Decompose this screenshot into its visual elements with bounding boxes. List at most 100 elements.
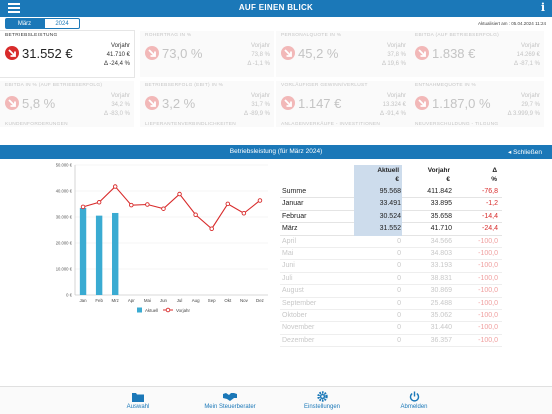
- kpi-label-kundenforderungen[interactable]: KUNDENFORDERUNGEN: [5, 122, 68, 127]
- row-delta: -100,0: [478, 311, 498, 319]
- row-delta: -100,0: [478, 237, 498, 245]
- kpi-grid: BETRIEBSLEISTUNG 31.552 € Vorjahr 41.710 € Δ…: [0, 31, 552, 134]
- folder-icon: [132, 393, 144, 402]
- row-month: Oktober: [282, 311, 307, 319]
- kpi-prev-label: Vorjahr: [386, 93, 406, 99]
- tab-mein-steuerberater[interactable]: Mein Steuerberater: [190, 391, 270, 410]
- kpi-prev-label: Vorjahr: [520, 93, 540, 99]
- table-row: September 0 25.488 -100,0: [280, 298, 502, 310]
- kpi-label-lieferantenverbindlichkeiten[interactable]: LIEFERANTENVERBINDLICHKEITEN: [145, 122, 237, 127]
- kpi-value: 1.187,0 %: [432, 96, 491, 111]
- kpi-tile[interactable]: ENTNAHMEQUOTE IN % 1.187,0 % Vorjahr 29,7 %…: [410, 81, 544, 127]
- kpi-tile[interactable]: EBITDA IN % (AUF BETRIEBSERFOLG) 5,8 % Vor…: [0, 81, 134, 127]
- x-tick-label: Apr: [128, 298, 135, 303]
- legend-label-vorjahr: Vorjahr: [176, 308, 190, 313]
- kpi-tile[interactable]: VORLÄUFIGER GEWINN/VERLUST 1.147 € Vorjahr…: [276, 81, 410, 127]
- kpi-prev-value: 31,7 %: [251, 102, 270, 108]
- period-year-button[interactable]: 2024: [44, 18, 80, 29]
- row-month: Juni: [282, 262, 295, 270]
- point-vorjahr: [112, 184, 118, 189]
- table-row: Januar 33.491 33.895 -1,2: [280, 198, 502, 211]
- point-vorjahr: [241, 211, 247, 216]
- table-row: Summe 95.568 411.842 -76,8: [280, 186, 502, 199]
- legend-label-aktuell: Aktuell: [145, 308, 158, 313]
- table-row: Oktober 0 35.062 -100,0: [280, 310, 502, 323]
- hamburger-menu-icon[interactable]: [8, 3, 20, 14]
- period-month-button[interactable]: März: [5, 18, 44, 29]
- kpi-delta: Δ -87,1 %: [513, 61, 540, 67]
- kpi-value: 3,2 %: [162, 96, 196, 111]
- row-month: Juli: [282, 274, 293, 282]
- kpi-delta: Δ 3.999,9 %: [507, 111, 540, 117]
- close-button[interactable]: ◂ Schließen: [508, 148, 542, 156]
- point-vorjahr: [209, 226, 214, 231]
- point-vorjahr: [129, 202, 134, 208]
- header-prev-unit: €: [446, 176, 450, 183]
- x-tick-label: Aug: [192, 298, 200, 303]
- y-tick-label: 50.000 €: [56, 163, 73, 168]
- header-delta: Δ: [492, 167, 497, 174]
- row-delta: -100,0: [478, 262, 498, 270]
- kpi-tile[interactable]: BETRIEBSERFOLG (EBIT) IN % 3,2 % Vorjahr 31…: [140, 81, 274, 127]
- kpi-tile[interactable]: ROHERTRAG IN % 73,0 % Vorjahr 73,8 % Δ -1,1 …: [140, 31, 274, 77]
- bottom-tab-bar: Auswahl Mein Steuerberater Einstellungen…: [0, 386, 552, 414]
- row-actual: 0: [397, 274, 401, 282]
- row-prev: 41.710: [430, 225, 452, 233]
- row-prev: 411.842: [427, 188, 452, 195]
- row-prev: 35.062: [430, 311, 452, 319]
- kpi-delta: Δ -1,1 %: [247, 61, 270, 67]
- row-month: März: [282, 225, 298, 233]
- actual-cell-bg: [354, 210, 402, 224]
- kpi-label-anlagenverkaeufe[interactable]: ANLAGENVERKÄUFE - INVESTITIONEN: [281, 122, 381, 127]
- tab-abmelden[interactable]: Abmelden: [374, 391, 454, 410]
- kpi-prev-label: Vorjahr: [250, 43, 270, 49]
- point-vorjahr: [96, 200, 102, 205]
- point-vorjahr: [257, 198, 263, 203]
- y-tick-label: 30.000 €: [56, 215, 73, 220]
- row-actual: 0: [397, 336, 401, 344]
- row-prev: 38.831: [430, 274, 452, 282]
- legend-swatch-aktuell: [137, 307, 142, 313]
- row-delta: -100,0: [478, 299, 498, 307]
- handshake-icon: [223, 393, 237, 401]
- header-prev: Vorjahr: [427, 167, 450, 174]
- top-bar: AUF EINEN BLICK i: [0, 0, 552, 17]
- kpi-delta: Δ -24,4 %: [103, 61, 130, 67]
- table-row: März 31.552 41.710 -24,4: [280, 223, 502, 236]
- monthly-table: Aktuell € Vorjahr € Δ % Summe 95.568 411.8…: [280, 165, 502, 348]
- row-prev: 35.658: [430, 212, 452, 220]
- kpi-prev-label: Vorjahr: [110, 43, 130, 49]
- x-tick-label: Mrz: [112, 298, 119, 303]
- period-selector: März 2024 Aktualisiert am : 05.04.2024 1…: [0, 17, 552, 31]
- kpi-tile[interactable]: EBITDA (AUF BETRIEBSERFOLG) 1.838 € Vorjah…: [410, 31, 544, 77]
- kpi-prev-label: Vorjahr: [110, 93, 130, 99]
- tab-einstellungen[interactable]: Einstellungen: [282, 391, 362, 410]
- table-row: November 0 31.440 -100,0: [280, 322, 502, 335]
- kpi-prev-label: Vorjahr: [520, 43, 540, 49]
- kpi-tile[interactable]: PERSONALQUOTE IN % 45,2 % Vorjahr 37,8 % Δ 1…: [276, 31, 410, 77]
- row-prev: 36.357: [430, 336, 452, 344]
- kpi-label-neuverschuldung[interactable]: NEUVERSCHULDUNG - TILGUNG: [415, 122, 499, 127]
- row-actual: 0: [397, 262, 401, 270]
- x-tick-label: Jan: [79, 298, 87, 303]
- row-delta: -24,4: [482, 225, 498, 233]
- x-tick-label: Okt: [224, 298, 232, 303]
- table-header: Aktuell € Vorjahr € Δ %: [280, 165, 502, 186]
- power-icon: [409, 391, 419, 402]
- line-vorjahr: [82, 185, 261, 230]
- trend-down-icon: [5, 96, 19, 110]
- info-icon[interactable]: i: [540, 1, 545, 14]
- table-row: April 0 34.566 -100,0: [280, 236, 502, 248]
- row-delta: -100,0: [478, 324, 498, 332]
- x-tick-label: Mai: [144, 298, 151, 303]
- row-month: Dezember: [282, 336, 315, 344]
- x-tick-label: Jul: [177, 298, 183, 303]
- kpi-tile[interactable]: BETRIEBSLEISTUNG 31.552 € Vorjahr 41.710 € Δ…: [0, 31, 134, 77]
- header-delta-unit: %: [491, 176, 497, 183]
- tab-auswahl[interactable]: Auswahl: [98, 391, 178, 410]
- kpi-prev-value: 34,2 %: [111, 102, 130, 108]
- row-prev: 31.440: [430, 324, 452, 332]
- betriebsleistung-chart: 0 € 10.000 € 20.000 € 30.000 € 40.000 € 50.00…: [56, 163, 268, 313]
- kpi-value: 73,0 %: [162, 46, 203, 61]
- trend-down-icon: [281, 46, 295, 60]
